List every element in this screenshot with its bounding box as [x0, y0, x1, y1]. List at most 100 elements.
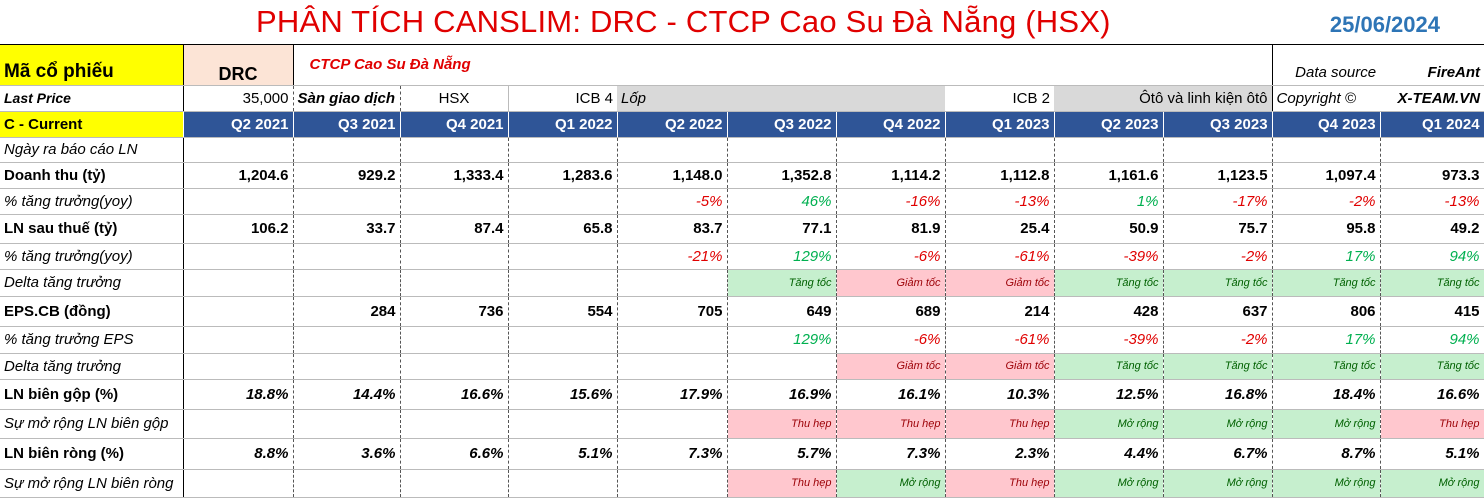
data-cell[interactable] [400, 243, 509, 270]
data-cell[interactable]: Thu hẹp [945, 469, 1055, 498]
data-cell[interactable]: Mở rộng [1272, 469, 1381, 498]
data-cell[interactable] [400, 469, 509, 498]
data-cell[interactable]: 1,112.8 [945, 161, 1055, 189]
data-cell[interactable]: Tăng tốc [1054, 353, 1164, 380]
data-cell[interactable]: 6.7% [1163, 437, 1273, 470]
data-cell[interactable]: 25.4 [945, 213, 1055, 244]
data-cell[interactable] [1272, 137, 1381, 163]
data-cell[interactable]: Mở rộng [836, 469, 946, 498]
data-cell[interactable]: 1,161.6 [1054, 161, 1164, 189]
data-cell[interactable]: 649 [727, 295, 837, 327]
data-cell[interactable]: 16.8% [1163, 378, 1273, 410]
data-cell[interactable]: 15.6% [508, 378, 618, 410]
data-cell[interactable] [617, 269, 728, 297]
data-cell[interactable]: Tăng tốc [727, 269, 837, 297]
data-cell[interactable]: -2% [1163, 243, 1273, 270]
data-cell[interactable]: 17.9% [617, 378, 728, 410]
data-cell[interactable] [617, 353, 728, 380]
data-cell[interactable]: Giảm tốc [945, 269, 1055, 297]
data-cell[interactable]: -21% [617, 243, 728, 270]
data-cell[interactable]: -2% [1163, 326, 1273, 354]
data-cell[interactable]: 33.7 [293, 213, 401, 244]
data-cell[interactable] [183, 295, 294, 327]
data-cell[interactable]: Thu hẹp [727, 469, 837, 498]
data-cell[interactable]: 129% [727, 243, 837, 270]
data-cell[interactable]: 83.7 [617, 213, 728, 244]
data-cell[interactable]: 81.9 [836, 213, 946, 244]
data-cell[interactable]: 7.3% [836, 437, 946, 470]
data-cell[interactable]: 16.1% [836, 378, 946, 410]
data-cell[interactable] [293, 353, 401, 380]
data-cell[interactable]: 8.8% [183, 437, 294, 470]
data-cell[interactable]: Tăng tốc [1163, 353, 1273, 380]
data-cell[interactable]: 16.6% [400, 378, 509, 410]
data-cell[interactable]: 14.4% [293, 378, 401, 410]
data-cell[interactable]: 929.2 [293, 161, 401, 189]
data-cell[interactable]: 7.3% [617, 437, 728, 470]
data-cell[interactable] [617, 326, 728, 354]
data-cell[interactable]: 87.4 [400, 213, 509, 244]
data-cell[interactable]: -61% [945, 243, 1055, 270]
data-cell[interactable]: -39% [1054, 243, 1164, 270]
data-cell[interactable] [183, 243, 294, 270]
data-cell[interactable] [183, 269, 294, 297]
data-cell[interactable]: Thu hẹp [1380, 409, 1484, 439]
data-cell[interactable]: Tăng tốc [1054, 269, 1164, 297]
data-cell[interactable]: 637 [1163, 295, 1273, 327]
data-cell[interactable]: 5.1% [1380, 437, 1484, 470]
data-cell[interactable]: 94% [1380, 326, 1484, 354]
data-cell[interactable] [727, 353, 837, 380]
data-cell[interactable]: Mở rộng [1054, 409, 1164, 439]
data-cell[interactable]: -6% [836, 326, 946, 354]
data-cell[interactable]: 5.1% [508, 437, 618, 470]
data-cell[interactable]: 5.7% [727, 437, 837, 470]
data-cell[interactable]: 77.1 [727, 213, 837, 244]
data-cell[interactable]: 16.6% [1380, 378, 1484, 410]
data-cell[interactable]: -2% [1272, 188, 1381, 215]
data-cell[interactable] [400, 409, 509, 439]
data-cell[interactable] [508, 243, 618, 270]
data-cell[interactable]: 1,333.4 [400, 161, 509, 189]
data-cell[interactable] [1054, 137, 1164, 163]
data-cell[interactable]: 49.2 [1380, 213, 1484, 244]
data-cell[interactable]: 973.3 [1380, 161, 1484, 189]
data-cell[interactable]: -61% [945, 326, 1055, 354]
data-cell[interactable]: 4.4% [1054, 437, 1164, 470]
data-cell[interactable]: 1,283.6 [508, 161, 618, 189]
data-cell[interactable]: 3.6% [293, 437, 401, 470]
data-cell[interactable] [183, 326, 294, 354]
data-cell[interactable] [183, 188, 294, 215]
data-cell[interactable]: Giảm tốc [945, 353, 1055, 380]
data-cell[interactable]: -5% [617, 188, 728, 215]
data-cell[interactable] [1380, 137, 1484, 163]
data-cell[interactable] [1163, 137, 1273, 163]
data-cell[interactable]: -6% [836, 243, 946, 270]
data-cell[interactable]: -16% [836, 188, 946, 215]
data-cell[interactable]: 1,352.8 [727, 161, 837, 189]
data-cell[interactable]: 1,148.0 [617, 161, 728, 189]
data-cell[interactable]: Mở rộng [1163, 469, 1273, 498]
data-cell[interactable]: Thu hẹp [945, 409, 1055, 439]
data-cell[interactable] [400, 188, 509, 215]
data-cell[interactable] [293, 243, 401, 270]
data-cell[interactable] [183, 469, 294, 498]
data-cell[interactable]: 94% [1380, 243, 1484, 270]
data-cell[interactable]: 17% [1272, 326, 1381, 354]
data-cell[interactable]: 284 [293, 295, 401, 327]
data-cell[interactable]: Giảm tốc [836, 353, 946, 380]
data-cell[interactable]: -13% [1380, 188, 1484, 215]
data-cell[interactable] [617, 409, 728, 439]
data-cell[interactable]: 17% [1272, 243, 1381, 270]
data-cell[interactable] [293, 326, 401, 354]
data-cell[interactable]: 1,097.4 [1272, 161, 1381, 189]
data-cell[interactable]: 415 [1380, 295, 1484, 327]
data-cell[interactable] [293, 137, 401, 163]
data-cell[interactable] [183, 353, 294, 380]
data-cell[interactable]: 50.9 [1054, 213, 1164, 244]
data-cell[interactable] [617, 469, 728, 498]
data-cell[interactable]: 95.8 [1272, 213, 1381, 244]
data-cell[interactable]: -17% [1163, 188, 1273, 215]
data-cell[interactable]: Tăng tốc [1380, 269, 1484, 297]
data-cell[interactable] [183, 137, 294, 163]
data-cell[interactable]: 65.8 [508, 213, 618, 244]
